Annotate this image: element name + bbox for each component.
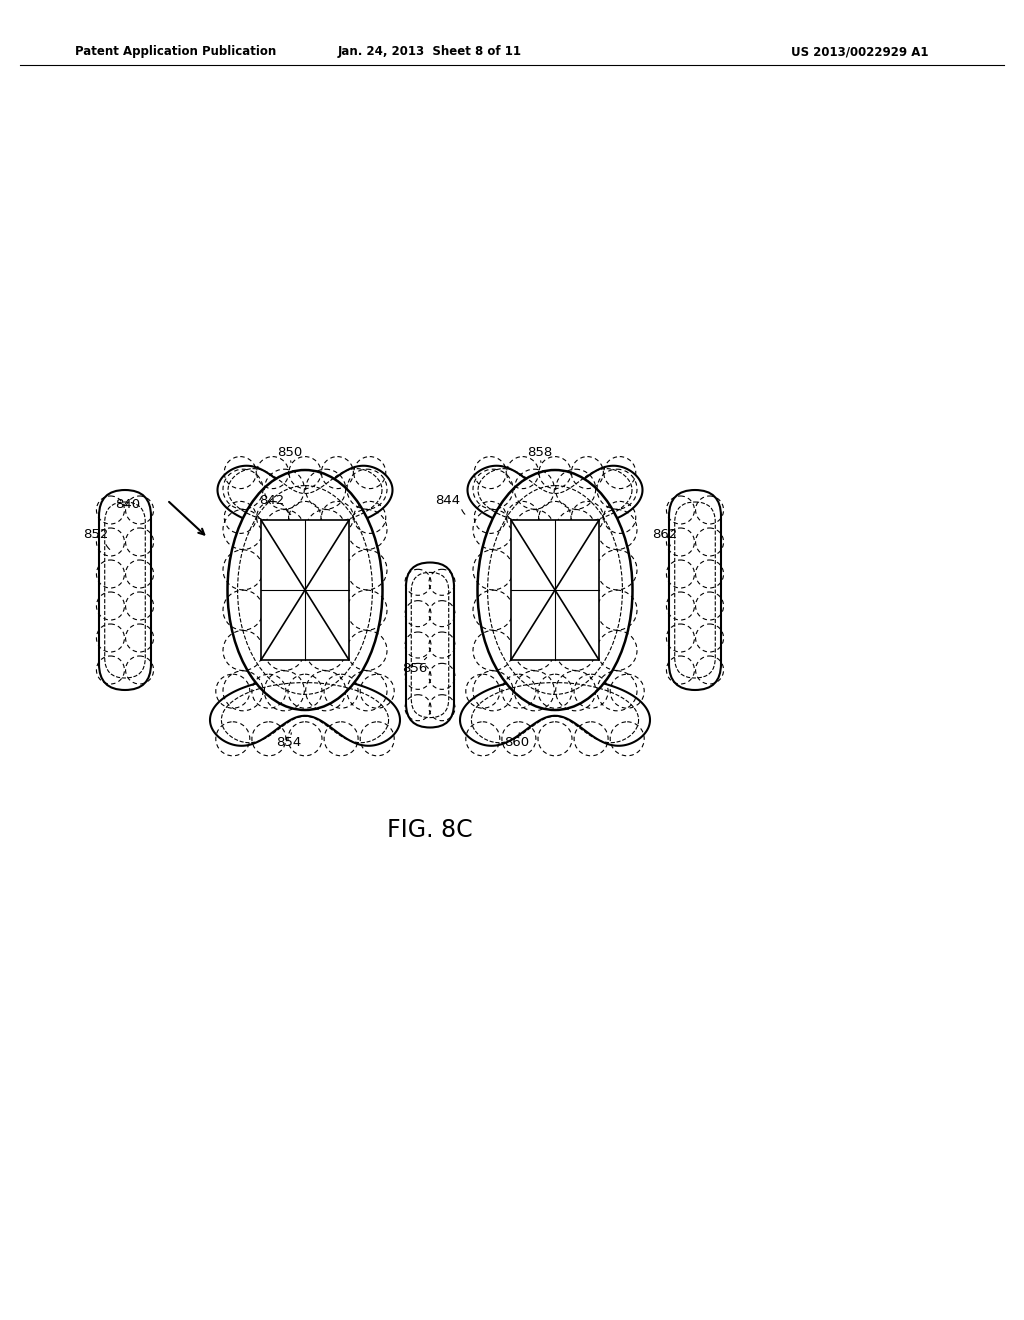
- Text: US 2013/0022929 A1: US 2013/0022929 A1: [792, 45, 929, 58]
- FancyBboxPatch shape: [669, 490, 721, 690]
- Bar: [261, 520, 349, 660]
- Text: 862: 862: [652, 528, 678, 540]
- Text: 856: 856: [402, 661, 428, 675]
- Text: 850: 850: [278, 446, 303, 458]
- Text: 844: 844: [435, 494, 461, 507]
- PathPatch shape: [460, 677, 650, 746]
- Text: 860: 860: [505, 735, 529, 748]
- Ellipse shape: [227, 470, 383, 710]
- Text: 840: 840: [116, 499, 140, 511]
- Text: 842: 842: [259, 494, 285, 507]
- Text: Patent Application Publication: Patent Application Publication: [75, 45, 276, 58]
- Text: FIG. 8C: FIG. 8C: [387, 818, 473, 842]
- FancyBboxPatch shape: [99, 490, 151, 690]
- Bar: [511, 520, 599, 660]
- Text: 858: 858: [527, 446, 553, 458]
- Ellipse shape: [477, 470, 633, 710]
- Text: 854: 854: [276, 735, 302, 748]
- FancyBboxPatch shape: [406, 562, 454, 727]
- PathPatch shape: [210, 677, 400, 746]
- Text: Jan. 24, 2013  Sheet 8 of 11: Jan. 24, 2013 Sheet 8 of 11: [338, 45, 522, 58]
- PathPatch shape: [217, 466, 392, 531]
- Text: 852: 852: [83, 528, 109, 540]
- PathPatch shape: [468, 466, 642, 531]
